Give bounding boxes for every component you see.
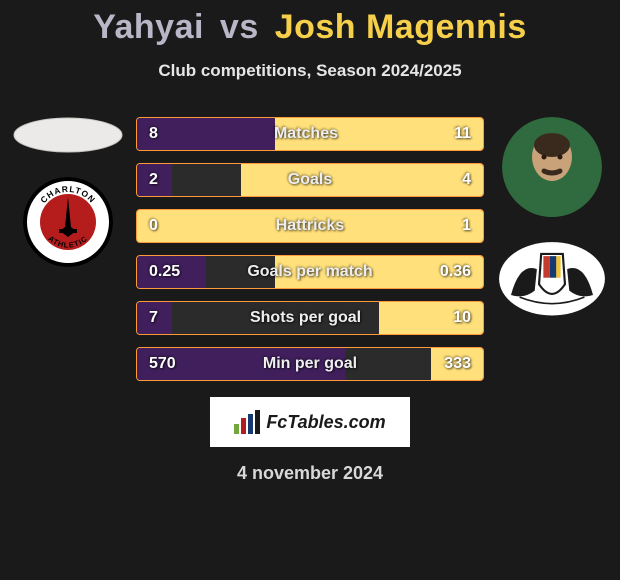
stat-label: Hattricks [158,217,462,235]
player-photo-icon [502,117,602,217]
player2-name: Josh Magennis [275,8,527,46]
exeter-crest-icon [498,241,606,317]
stat-value-left: 0 [137,217,158,235]
branding-banner: FcTables.com [210,397,410,447]
stat-row: 570Min per goal333 [136,347,484,381]
stat-row: 0Hattricks1 [136,209,484,243]
stat-value-left: 2 [137,171,158,189]
stat-value-right: 1 [462,217,483,235]
left-side: CHARLTON ATHLETIC [8,117,128,381]
stat-value-right: 4 [462,171,483,189]
date-text: 4 november 2024 [0,463,620,484]
stat-value-right: 333 [444,355,483,373]
player1-name: Yahyai [93,8,204,46]
player1-club-crest: CHARLTON ATHLETIC [23,177,113,267]
player1-avatar [13,117,123,153]
stat-row: 7Shots per goal10 [136,301,484,335]
stat-value-right: 10 [453,309,483,327]
stat-value-right: 11 [454,125,483,143]
main-row: CHARLTON ATHLETIC 8Matches11 2Goals4 0Hatt… [0,117,620,381]
stat-label: Goals per match [180,263,440,281]
fctables-logo-icon [234,410,260,434]
stat-row: 2Goals4 [136,163,484,197]
stat-label: Goals [158,171,462,189]
avatar-placeholder-icon [13,117,123,153]
player2-avatar [502,117,602,217]
stat-row: 8Matches11 [136,117,484,151]
stat-value-left: 7 [137,309,158,327]
stat-value-left: 570 [137,355,176,373]
vs-text: vs [220,8,259,46]
stat-label: Min per goal [176,355,445,373]
stat-row: 0.25Goals per match0.36 [136,255,484,289]
player2-club-crest [498,241,606,317]
page-title: Yahyai vs Josh Magennis [0,8,620,47]
branding-text: FcTables.com [266,412,385,433]
stat-value-right: 0.36 [440,263,483,281]
stats-column: 8Matches11 2Goals4 0Hattricks1 0.25Goals pe… [128,117,492,381]
stat-value-left: 0.25 [137,263,180,281]
stat-label: Matches [158,125,454,143]
right-side [492,117,612,381]
charlton-crest-icon: CHARLTON ATHLETIC [23,177,113,267]
stat-label: Shots per goal [158,309,453,327]
comparison-card: Yahyai vs Josh Magennis Club competition… [0,0,620,484]
stat-value-left: 8 [137,125,158,143]
subtitle: Club competitions, Season 2024/2025 [0,61,620,81]
